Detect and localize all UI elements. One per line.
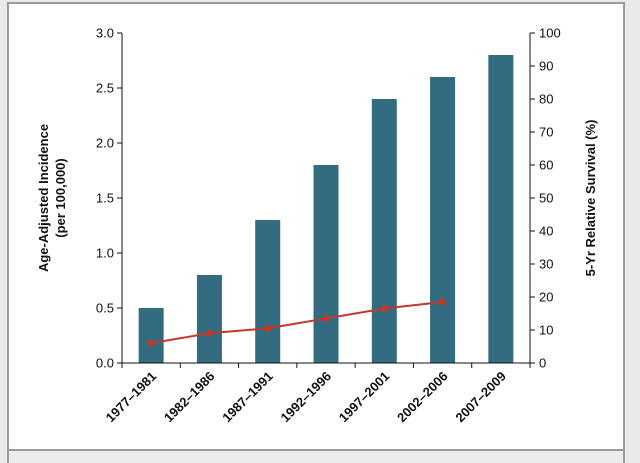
y2-tick-label-5: 50 [539,191,553,206]
caption-panel [7,451,625,463]
y2-tick-label-0: 0 [539,356,546,371]
survival-point-0 [147,339,155,347]
x-tick-label-3: 1992–1996 [277,369,334,426]
bar-5 [430,77,456,363]
bar-3 [313,165,339,363]
survival-line-layer [147,298,447,347]
survival-point-5 [439,298,447,306]
bar-2 [255,220,281,363]
x-tick-label-2: 1987–1991 [219,369,276,426]
x-tick-label-1: 1982–1986 [161,369,218,426]
y-axis-label-line1: Age-Adjusted Incidence [36,124,51,272]
y-tick-label-2: 1.0 [96,246,114,261]
y-axis-label-line2: (per 100,000) [53,158,68,238]
bar-0 [138,308,164,363]
y2-tick-label-3: 30 [539,257,553,272]
y2-tick-label-1: 10 [539,323,553,338]
y2-tick-label-8: 80 [539,92,553,107]
x-tick-label-4: 1997–2001 [336,369,393,426]
survival-point-3 [322,314,330,322]
bar-6 [488,55,514,363]
x-tick-label-6: 2007–2009 [452,369,509,426]
bars-layer [138,55,514,363]
y2-tick-label-9: 90 [539,59,553,74]
x-tick-label-5: 2002–2006 [394,369,451,426]
y2-tick-label-2: 20 [539,290,553,305]
y-tick-label-4: 2.0 [96,136,114,151]
y2-tick-label-7: 70 [539,125,553,140]
survival-point-4 [380,305,388,313]
y-tick-label-6: 3.0 [96,26,114,41]
bar-4 [371,99,397,363]
survival-line [150,300,443,345]
bar-1 [196,275,222,363]
survival-point-2 [264,324,272,332]
y-tick-label-3: 1.5 [96,191,114,206]
survival-point-1 [205,329,213,337]
x-tick-label-0: 1977–1981 [103,369,160,426]
y-tick-label-0: 0.0 [96,356,114,371]
y2-tick-label-4: 40 [539,224,553,239]
y2-tick-label-10: 100 [539,26,561,41]
y-tick-label-1: 0.5 [96,301,114,316]
y-tick-label-5: 2.5 [96,81,114,96]
y2-tick-label-6: 60 [539,158,553,173]
y2-axis-label: 5-Yr Relative Survival (%) [583,120,598,277]
